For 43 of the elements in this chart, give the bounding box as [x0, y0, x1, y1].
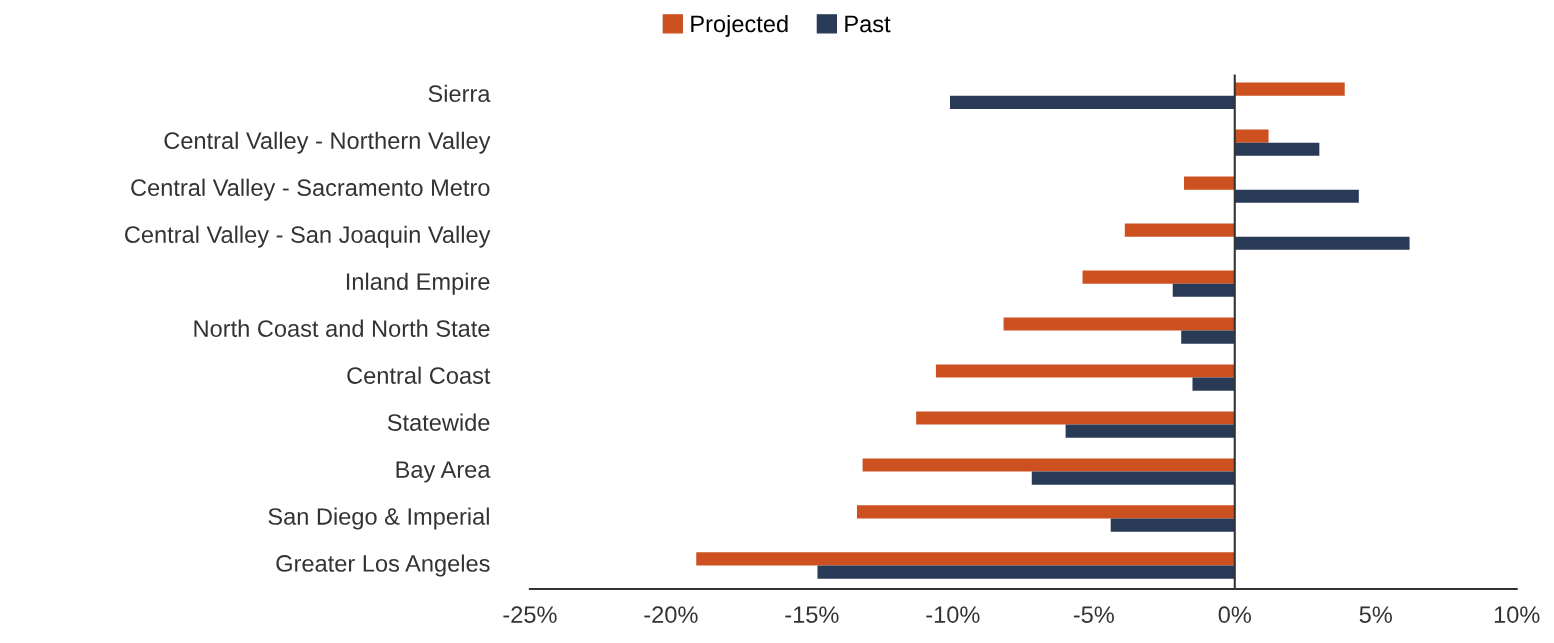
bar [1003, 317, 1235, 331]
y-tick-label: Central Valley - Northern Valley [164, 131, 491, 154]
x-tick-label: 0% [1218, 606, 1251, 623]
bar [1234, 189, 1359, 203]
bar [862, 458, 1235, 472]
x-tick-label: -10% [926, 606, 980, 623]
bar [1181, 330, 1235, 344]
y-tick-label: Sierra [428, 84, 491, 103]
bar [935, 364, 1235, 378]
bar [1234, 82, 1345, 96]
y-tick-label: San Diego & Imperial [268, 507, 489, 530]
y-tick-label: Greater Los Angeles [276, 554, 490, 577]
x-tick-label: 5% [1359, 606, 1392, 623]
x-tick-label: -15% [785, 606, 839, 623]
bar [1172, 283, 1235, 297]
bar [1192, 377, 1235, 391]
bar [1124, 223, 1235, 237]
bar [817, 565, 1235, 579]
bar [1234, 236, 1410, 250]
bar [1234, 129, 1269, 143]
y-tick-label: Bay Area [396, 461, 491, 483]
bar [1082, 270, 1235, 284]
y-tick-label: Central Valley - Sacramento Metro [131, 178, 490, 201]
bar [1065, 424, 1235, 438]
bar [856, 505, 1235, 519]
bar [1031, 471, 1235, 485]
bar [916, 411, 1235, 425]
x-tick-label: -25% [503, 606, 557, 623]
y-tick-label: Inland Empire [346, 272, 490, 295]
x-tick-label: -20% [644, 606, 698, 623]
x-tick-label: -5% [1073, 606, 1114, 623]
y-tick-label: Statewide [387, 413, 490, 431]
bar [1110, 518, 1235, 532]
bar [1234, 142, 1320, 156]
x-tick-label: 10% [1494, 606, 1540, 623]
legend-label: Projected [691, 14, 788, 37]
bar [950, 95, 1235, 109]
legend-label: Past [845, 15, 891, 33]
y-tick-label: Central Coast [347, 366, 491, 384]
y-tick-label: North Coast and North State [194, 319, 490, 337]
bar [696, 552, 1235, 566]
y-tick-label: Central Valley - San Joaquin Valley [125, 225, 491, 248]
bar [1184, 176, 1235, 190]
